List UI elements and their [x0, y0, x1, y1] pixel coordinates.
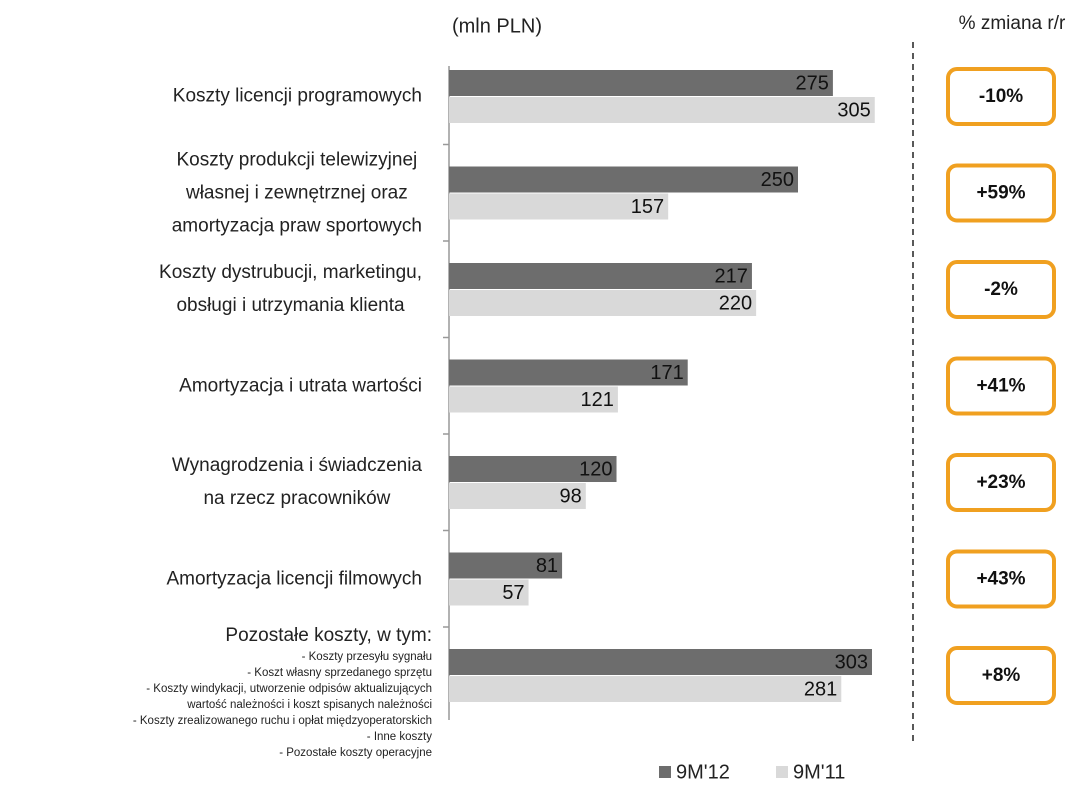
bar	[449, 290, 757, 316]
change-box	[946, 163, 1056, 223]
change-label: -2%	[984, 279, 1018, 300]
change-box	[946, 453, 1056, 512]
change-label: +23%	[976, 472, 1025, 493]
category-label: Amortyzacja licencji filmowych	[166, 568, 422, 589]
change-box	[946, 67, 1056, 126]
category-label: Pozostałe koszty, w tym:	[225, 625, 432, 646]
change-label: +8%	[982, 665, 1021, 686]
data-label: 120	[579, 458, 612, 480]
change-label: +59%	[976, 183, 1025, 204]
category-label: Koszty dystrubucji, marketingu, obsługi …	[159, 262, 422, 316]
bar	[449, 552, 563, 579]
change-label: +41%	[976, 376, 1025, 397]
bar	[449, 70, 833, 96]
category-detail: - Inne koszty	[366, 731, 432, 743]
legend-label: 9M'11	[793, 761, 845, 783]
change-title: % zmiana r/r	[959, 13, 1066, 34]
data-label: 275	[796, 72, 829, 94]
category-detail: - Pozostałe koszty operacyjne	[279, 747, 432, 759]
legend-swatch	[659, 766, 671, 778]
category-label: Wynagrodzenia i świadczenia na rzecz pra…	[171, 455, 422, 509]
bar	[449, 649, 872, 675]
bar	[449, 166, 798, 193]
bar	[449, 483, 586, 509]
legend-label: 9M'12	[676, 761, 730, 783]
category-detail: - Koszty windykacji, utworzenie odpisów …	[146, 683, 432, 711]
data-label: 157	[631, 196, 664, 218]
data-label: 250	[761, 169, 794, 191]
bar	[449, 193, 669, 220]
change-box	[946, 646, 1056, 705]
change-box	[946, 549, 1056, 609]
bar	[449, 676, 842, 702]
data-label: 171	[650, 362, 683, 384]
data-label: 57	[502, 582, 524, 604]
legend-swatch	[776, 766, 788, 778]
data-label: 281	[804, 678, 837, 700]
bar	[449, 359, 688, 386]
change-box	[946, 356, 1056, 416]
data-label: 305	[837, 99, 870, 121]
category-label: Koszty produkcji telewizyjnej własnej i …	[171, 149, 422, 236]
change-label: +43%	[976, 569, 1025, 590]
change-box	[946, 260, 1056, 319]
bar	[449, 456, 617, 482]
data-label: 303	[835, 651, 868, 673]
change-label: -10%	[979, 86, 1023, 107]
bar	[449, 386, 618, 413]
data-label: 217	[715, 265, 748, 287]
category-label: Amortyzacja i utrata wartości	[179, 375, 422, 396]
category-detail: - Koszty przesyłu sygnału	[301, 651, 432, 663]
data-label: 81	[536, 555, 558, 577]
data-label: 220	[719, 292, 752, 314]
category-label: Koszty licencji programowych	[172, 85, 422, 107]
data-label: 121	[581, 389, 614, 411]
category-detail: - Koszty zrealizowanego ruchu i opłat mi…	[132, 715, 432, 727]
bar	[449, 97, 875, 123]
unit-label: (mln PLN)	[452, 15, 542, 37]
bar	[449, 263, 752, 289]
bar	[449, 579, 529, 606]
category-detail: - Koszt własny sprzedanego sprzętu	[247, 667, 432, 679]
data-label: 98	[560, 485, 582, 507]
